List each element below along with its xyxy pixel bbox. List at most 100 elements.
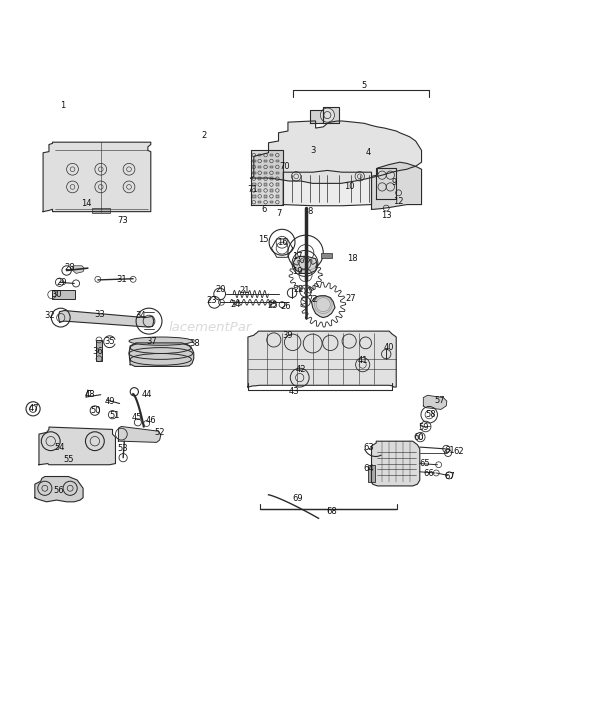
Polygon shape bbox=[423, 395, 447, 409]
Text: 46: 46 bbox=[146, 416, 156, 425]
Text: 31: 31 bbox=[116, 275, 127, 284]
Text: 34: 34 bbox=[135, 311, 146, 321]
Bar bbox=[258, 201, 261, 204]
Text: 17: 17 bbox=[292, 252, 303, 261]
Bar bbox=[92, 207, 110, 214]
Bar bbox=[252, 160, 255, 162]
Text: 57: 57 bbox=[434, 396, 444, 405]
Bar bbox=[270, 166, 273, 168]
Bar bbox=[276, 172, 279, 174]
Text: 25: 25 bbox=[267, 301, 278, 310]
Bar bbox=[258, 166, 261, 168]
Text: lacementPar: lacementPar bbox=[169, 321, 252, 334]
Text: 33: 33 bbox=[94, 310, 105, 319]
Text: 14: 14 bbox=[81, 199, 91, 208]
Bar bbox=[368, 465, 375, 483]
Bar bbox=[252, 172, 255, 174]
Text: 40: 40 bbox=[384, 342, 395, 352]
Polygon shape bbox=[293, 257, 317, 273]
Text: 41: 41 bbox=[358, 356, 368, 365]
Polygon shape bbox=[251, 121, 421, 183]
Text: 68: 68 bbox=[327, 507, 337, 516]
Text: 9: 9 bbox=[391, 177, 396, 187]
Bar bbox=[270, 154, 273, 156]
Bar bbox=[270, 189, 273, 192]
Polygon shape bbox=[71, 266, 84, 273]
Text: 60: 60 bbox=[414, 433, 424, 442]
Text: 42: 42 bbox=[296, 365, 306, 374]
Text: 37: 37 bbox=[146, 337, 157, 346]
Text: 28: 28 bbox=[65, 263, 76, 272]
Text: 71: 71 bbox=[247, 185, 258, 194]
Text: 47: 47 bbox=[29, 404, 40, 414]
Bar bbox=[270, 201, 273, 204]
Text: 21: 21 bbox=[240, 286, 250, 295]
Polygon shape bbox=[129, 343, 194, 366]
Text: 5: 5 bbox=[361, 81, 366, 90]
Text: 56: 56 bbox=[53, 486, 64, 494]
Text: 43: 43 bbox=[289, 387, 299, 395]
Text: 66: 66 bbox=[424, 469, 435, 478]
Text: 69: 69 bbox=[293, 494, 303, 503]
Text: 3: 3 bbox=[310, 146, 315, 155]
Text: 39: 39 bbox=[283, 331, 293, 340]
Text: 72: 72 bbox=[307, 295, 318, 305]
Bar bbox=[270, 177, 273, 180]
Bar bbox=[276, 195, 279, 198]
Polygon shape bbox=[310, 111, 323, 124]
Text: 52: 52 bbox=[155, 428, 165, 438]
Bar bbox=[252, 183, 255, 185]
Text: 32: 32 bbox=[44, 311, 55, 321]
Bar bbox=[264, 160, 267, 162]
Text: 24: 24 bbox=[231, 300, 241, 308]
Text: 53: 53 bbox=[118, 443, 129, 453]
Text: 12: 12 bbox=[393, 197, 403, 206]
Text: 65: 65 bbox=[419, 459, 430, 468]
Text: 51: 51 bbox=[109, 411, 120, 419]
Text: 8: 8 bbox=[307, 207, 312, 216]
Text: 45: 45 bbox=[132, 413, 143, 422]
Bar bbox=[264, 172, 267, 174]
Text: 58: 58 bbox=[425, 410, 435, 419]
Text: 50: 50 bbox=[91, 406, 101, 414]
Polygon shape bbox=[312, 296, 335, 318]
Text: 4: 4 bbox=[366, 148, 371, 157]
Bar bbox=[258, 177, 261, 180]
Text: 49: 49 bbox=[104, 397, 115, 406]
Text: 2: 2 bbox=[201, 131, 206, 140]
Polygon shape bbox=[39, 427, 116, 465]
Text: 29: 29 bbox=[56, 278, 67, 286]
Text: 38: 38 bbox=[189, 339, 201, 348]
Text: 62: 62 bbox=[453, 447, 464, 457]
Text: 16: 16 bbox=[277, 238, 287, 246]
Text: 18: 18 bbox=[348, 254, 358, 263]
Text: 1: 1 bbox=[60, 101, 65, 111]
Text: 19: 19 bbox=[292, 268, 303, 276]
Polygon shape bbox=[283, 170, 372, 206]
Polygon shape bbox=[372, 162, 421, 209]
Text: 59: 59 bbox=[418, 422, 428, 432]
Text: 63: 63 bbox=[363, 443, 374, 452]
Text: 27: 27 bbox=[345, 294, 356, 303]
Text: 23: 23 bbox=[206, 296, 217, 305]
Text: 54: 54 bbox=[54, 443, 65, 451]
Text: 22: 22 bbox=[294, 285, 304, 294]
Bar bbox=[276, 183, 279, 185]
Bar bbox=[96, 340, 102, 361]
Ellipse shape bbox=[129, 337, 192, 345]
Bar bbox=[322, 254, 332, 257]
Bar bbox=[264, 195, 267, 198]
Polygon shape bbox=[372, 441, 420, 486]
Bar bbox=[276, 160, 279, 162]
Text: 26: 26 bbox=[280, 302, 291, 311]
Bar bbox=[52, 290, 76, 300]
Polygon shape bbox=[58, 310, 154, 327]
Polygon shape bbox=[376, 168, 396, 198]
Text: 67: 67 bbox=[444, 472, 455, 481]
Text: 7: 7 bbox=[277, 209, 282, 218]
Polygon shape bbox=[119, 427, 161, 442]
Polygon shape bbox=[248, 331, 396, 387]
Bar bbox=[258, 189, 261, 192]
Text: 36: 36 bbox=[93, 348, 103, 356]
Polygon shape bbox=[35, 476, 83, 502]
